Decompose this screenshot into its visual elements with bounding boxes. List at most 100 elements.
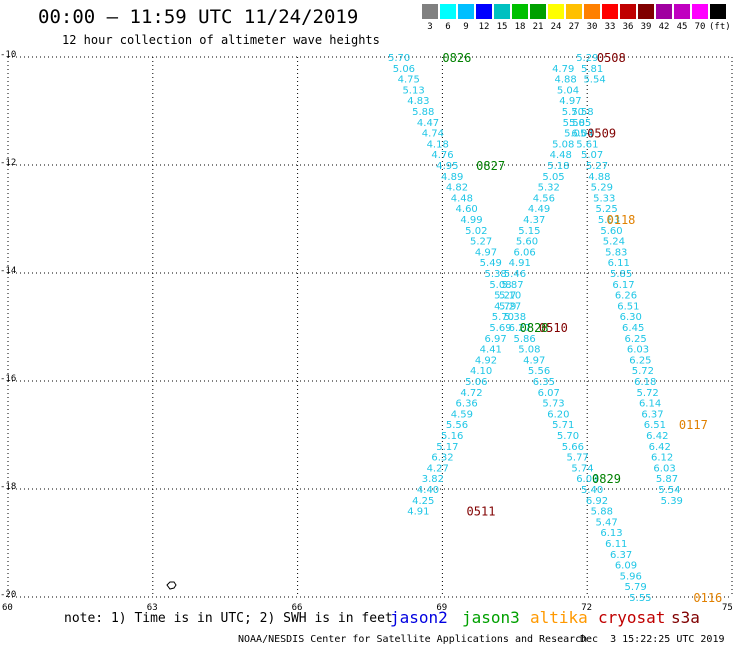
- wave-height-value: 6.13: [600, 528, 622, 539]
- legend-label: 33: [604, 22, 616, 32]
- wave-height-value: 4.99: [460, 215, 482, 226]
- legend-swatch: [476, 4, 492, 19]
- wave-height-value: 5.27: [499, 301, 521, 312]
- wave-height-value: 4.49: [528, 204, 550, 215]
- wave-height-value: 4.91: [407, 507, 429, 518]
- wave-height-value: 4.48: [451, 193, 473, 204]
- legend-label: 42: [658, 22, 670, 32]
- wave-height-value: 5.83: [605, 247, 627, 258]
- legend-swatch: [674, 4, 690, 19]
- legend-label: 39: [640, 22, 652, 32]
- satellite-label-altika: altika: [530, 608, 588, 627]
- pass-time-label: 0116: [693, 591, 722, 605]
- wave-height-value: 4.40: [417, 485, 439, 496]
- legend-swatch: [602, 4, 618, 19]
- wave-height-value: 4.56: [533, 193, 555, 204]
- wave-height-value: 4.83: [407, 96, 429, 107]
- wave-height-value: 6.92: [586, 496, 608, 507]
- wave-height-value: 6.12: [651, 453, 673, 464]
- wave-height-value: 6.03: [653, 463, 675, 474]
- pass-time-label: 0829: [592, 472, 621, 486]
- wave-height-value: 5.32: [538, 183, 560, 194]
- wave-height-value: 6.25: [629, 355, 651, 366]
- wave-height-value: 6.37: [610, 550, 632, 561]
- wave-height-value: 5.03: [598, 215, 620, 226]
- legend-swatch: [512, 4, 528, 19]
- legend-label: 15: [496, 22, 508, 32]
- wave-height-value: 5.61: [576, 139, 598, 150]
- wave-height-value: 5.55: [629, 593, 651, 604]
- wave-height-value: 6.42: [649, 442, 671, 453]
- wave-height-value: 4.18: [427, 139, 449, 150]
- wave-height-value: 5.24: [603, 237, 625, 248]
- map-grid: [7, 56, 733, 598]
- wave-height-value: 4.76: [431, 150, 453, 161]
- wave-height-value: 5.04: [557, 85, 579, 96]
- pass-time-label: 0117: [679, 418, 708, 432]
- legend-swatch: [692, 4, 708, 19]
- legend-label: 70: [694, 22, 706, 32]
- wave-height-value: 5.77: [567, 453, 589, 464]
- wave-height-value: 5.29: [576, 53, 598, 64]
- wave-height-value: 6.51: [644, 420, 666, 431]
- satellite-label-s3a: s3a: [671, 608, 700, 627]
- wave-height-value: 5.72: [632, 366, 654, 377]
- wave-height-value: 5.73: [542, 399, 564, 410]
- wave-height-value: 6.20: [547, 409, 569, 420]
- wave-height-value: 4.91: [509, 258, 531, 269]
- legend-label: 21: [532, 22, 544, 32]
- wave-height-value: 4.60: [456, 204, 478, 215]
- wave-height-value: 5.17: [436, 442, 458, 453]
- pass-time-label: 0828: [520, 321, 549, 335]
- legend-label: 36: [622, 22, 634, 32]
- wave-height-value: 4.88: [554, 75, 576, 86]
- wave-height-value: 5.15: [518, 226, 540, 237]
- wave-height-value: 5.29: [591, 183, 613, 194]
- wave-height-value: 5.27: [470, 237, 492, 248]
- pass-time-label: 0827: [476, 159, 505, 173]
- wave-height-value: 5.05: [564, 129, 586, 140]
- lat-label: -18: [0, 482, 17, 492]
- wave-height-value: 4.47: [417, 118, 439, 129]
- generation-timestamp: Dec 3 15:22:25 UTC 2019: [580, 634, 725, 645]
- wave-height-value: 5.60: [600, 226, 622, 237]
- wave-height-value: 5.70: [557, 431, 579, 442]
- legend-swatch: [710, 4, 726, 19]
- wave-height-value: 4.27: [427, 463, 449, 474]
- wave-height-value: 5.47: [596, 517, 618, 528]
- wave-height-value: 5.18: [547, 161, 569, 172]
- wave-height-value: 5.72: [637, 388, 659, 399]
- wave-height-value: 4.97: [475, 247, 497, 258]
- wave-height-value: 5.08: [518, 345, 540, 356]
- legend-label: 30: [586, 22, 598, 32]
- wave-height-value: 6.11: [608, 258, 630, 269]
- wave-height-value: 5.06: [465, 377, 487, 388]
- wave-height-value: 6.37: [641, 409, 663, 420]
- wave-height-value: 5.87: [656, 474, 678, 485]
- wave-height-value: 4.79: [494, 301, 516, 312]
- wave-height-value: 6.09: [615, 561, 637, 572]
- legend-swatch: [620, 4, 636, 19]
- legend-label: (ft): [709, 22, 731, 32]
- pass-time-label: 0511: [467, 505, 496, 519]
- wave-height-value: 5.02: [465, 226, 487, 237]
- wave-height-value: 5.70: [388, 53, 410, 64]
- wave-height-value: 6.17: [612, 280, 634, 291]
- wave-height-value: 5.96: [620, 571, 642, 582]
- wave-height-value: 6.32: [431, 453, 453, 464]
- wave-height-value: 5.88: [591, 507, 613, 518]
- wave-height-value: 5.49: [480, 258, 502, 269]
- wave-height-value: 5.05: [542, 172, 564, 183]
- legend-swatch: [548, 4, 564, 19]
- legend-swatch: [458, 4, 474, 19]
- lon-label: 69: [436, 603, 448, 613]
- legend-swatch: [440, 4, 456, 19]
- legend-label: 9: [463, 22, 469, 32]
- wave-height-value: 4.82: [446, 183, 468, 194]
- wave-height-value: 5.27: [586, 161, 608, 172]
- wave-height-value: 5.87: [501, 280, 523, 291]
- legend-label: 12: [478, 22, 490, 32]
- footer-note: note: 1) Time is in UTC; 2) SWH is in fe…: [64, 611, 393, 626]
- wave-height-value: 5.05: [569, 118, 591, 129]
